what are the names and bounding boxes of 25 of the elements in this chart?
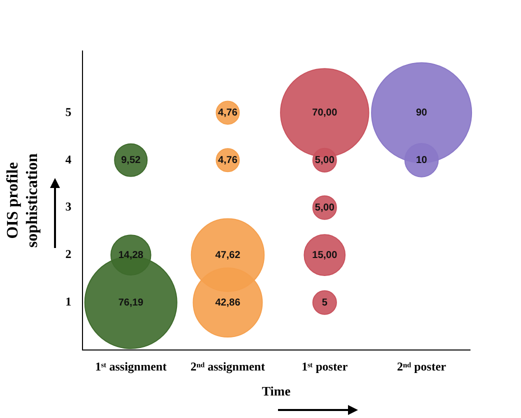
data-label: 4,76 bbox=[218, 107, 238, 118]
y-tick-label: 1 bbox=[65, 294, 72, 309]
data-label: 76,19 bbox=[118, 297, 144, 308]
data-label: 70,00 bbox=[312, 107, 338, 118]
x-tick-label: 1ˢᵗ assignment bbox=[95, 359, 167, 374]
y-tick-label: 4 bbox=[65, 152, 72, 166]
data-label: 10 bbox=[416, 154, 428, 166]
data-label: 5,00 bbox=[314, 154, 335, 166]
data-label: 5 bbox=[322, 297, 328, 308]
data-label: 9,52 bbox=[121, 154, 142, 166]
data-label: 14,28 bbox=[118, 250, 144, 261]
x-tick-label: 2ⁿᵈ poster bbox=[397, 359, 447, 374]
x-axis-title: Time bbox=[262, 384, 291, 399]
data-label: 42,86 bbox=[215, 297, 241, 308]
y-tick-label: 5 bbox=[65, 104, 72, 119]
x-tick-label: 2ⁿᵈ assignment bbox=[190, 359, 265, 374]
data-label: 90 bbox=[416, 107, 428, 118]
data-label: 4,76 bbox=[218, 154, 238, 166]
y-tick-label: 2 bbox=[65, 247, 72, 262]
y-tick-label: 3 bbox=[65, 200, 72, 214]
data-label: 5,00 bbox=[314, 202, 335, 214]
x-tick-label: 1ˢᵗ poster bbox=[302, 359, 348, 374]
y-axis-title: OIS profile sophistication bbox=[4, 153, 41, 248]
data-label: 47,62 bbox=[215, 250, 241, 261]
data-label: 15,00 bbox=[312, 250, 338, 261]
